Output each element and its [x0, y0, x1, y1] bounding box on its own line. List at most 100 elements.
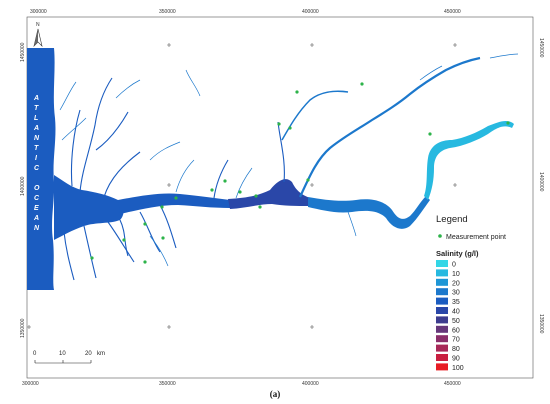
- measurement-point-icon: [438, 234, 442, 238]
- scale-bar: 0 10 20 km: [33, 351, 105, 364]
- svg-text:T: T: [34, 105, 39, 112]
- x-tick-label: 350000: [159, 9, 176, 15]
- scale-label: 0: [33, 351, 37, 357]
- x-tick-label: 350000: [159, 381, 176, 387]
- y-tick-label: 1350000: [538, 314, 544, 334]
- svg-text:A: A: [33, 215, 39, 222]
- fine-tributaries: [59, 53, 519, 267]
- salinity-swatch: [436, 297, 448, 305]
- svg-text:C: C: [34, 195, 40, 202]
- measurement-point: [143, 222, 147, 226]
- northern-tributary: [299, 56, 481, 198]
- river-channel-west: [118, 193, 230, 214]
- svg-text:N: N: [34, 135, 40, 142]
- measurement-point: [160, 205, 164, 209]
- svg-text:C: C: [34, 165, 40, 172]
- salinity-class-label: 70: [452, 337, 460, 344]
- salinity-class-label: 20: [452, 280, 460, 287]
- measurement-point: [428, 132, 432, 136]
- measurement-point: [360, 82, 364, 86]
- measurement-point: [258, 205, 262, 209]
- svg-text:T: T: [34, 145, 39, 152]
- atlantic-ocean: [27, 48, 56, 290]
- x-tick-label: 450000: [444, 381, 461, 387]
- x-tick-label: 400000: [302, 381, 319, 387]
- svg-text:N: N: [34, 225, 40, 232]
- svg-text:A: A: [33, 125, 39, 132]
- y-tick-label: 1450000: [20, 42, 26, 62]
- estuary-mouth: [54, 175, 124, 240]
- measurement-point: [161, 236, 165, 240]
- salinity-swatch: [436, 316, 448, 324]
- salinity-class-label: 40: [452, 309, 460, 316]
- measurement-point: [174, 196, 178, 200]
- salinity-swatch: [436, 325, 448, 333]
- measurement-point: [210, 188, 214, 192]
- measurement-point: [254, 194, 258, 198]
- north-label: N: [36, 22, 40, 28]
- measurement-point: [295, 90, 299, 94]
- salinity-swatch: [436, 354, 448, 361]
- y-tick-label: 1400000: [538, 172, 544, 192]
- measurement-point: [506, 121, 510, 125]
- scale-unit: km: [97, 351, 105, 357]
- y-tick-label: 1350000: [20, 318, 26, 338]
- salinity-swatch: [436, 269, 448, 277]
- ocean-label: A T L A N T I C O C E A N: [33, 95, 40, 232]
- salinity-class-label: 90: [452, 356, 460, 363]
- svg-text:I: I: [35, 155, 38, 162]
- salinity-class-label: 60: [452, 327, 460, 334]
- salinity-swatch: [436, 307, 448, 314]
- river-channel-east: [308, 196, 430, 229]
- figure-caption: (a): [269, 389, 281, 399]
- y-tick-labels-left: 1450000 1400000 1350000: [20, 42, 26, 338]
- salinity-swatch: [436, 278, 448, 286]
- salinity-swatch: [436, 344, 448, 352]
- salinity-swatch: [436, 335, 448, 343]
- measurement-point: [238, 190, 242, 194]
- y-tick-label: 1400000: [20, 176, 26, 196]
- salinity-class-label: 100: [452, 365, 464, 372]
- salinity-class-label: 0: [452, 262, 456, 269]
- svg-text:O: O: [34, 185, 40, 192]
- salinity-class-label: 35: [452, 299, 460, 306]
- legend-title: Legend: [436, 214, 468, 225]
- svg-text:E: E: [34, 205, 39, 212]
- measurement-point: [288, 126, 292, 130]
- salinity-class-label: 80: [452, 346, 460, 353]
- measurement-point: [223, 179, 227, 183]
- measurement-point: [122, 238, 126, 242]
- salinity-classes: 0 10 20 30 35 40 50 60 70 80 90 100: [436, 260, 464, 372]
- scale-label: 10: [59, 351, 66, 357]
- river-channel-middle: [228, 179, 310, 209]
- scale-label: 20: [85, 351, 92, 357]
- x-tick-label: 400000: [302, 9, 319, 15]
- x-tick-label: 450000: [444, 9, 461, 15]
- salinity-swatch: [436, 288, 448, 296]
- salinity-class-label: 50: [452, 318, 460, 325]
- x-tick-label: 300000: [22, 381, 39, 387]
- measurement-point: [143, 260, 147, 264]
- river-channel-upper: [424, 120, 514, 200]
- measurement-point: [90, 256, 94, 260]
- x-tick-labels-bottom: 300000 350000 400000 450000: [22, 381, 461, 387]
- svg-text:L: L: [34, 115, 38, 122]
- salinity-class-label: 30: [452, 290, 460, 297]
- measurement-points: [90, 82, 510, 264]
- legend: Legend Measurement point Salinity (g/l) …: [436, 214, 506, 372]
- svg-text:A: A: [33, 95, 39, 102]
- grid-crosses: [27, 43, 457, 329]
- salinity-swatch: [436, 260, 448, 267]
- measurement-point: [277, 122, 281, 126]
- north-arrow: N: [33, 22, 43, 47]
- salinity-title: Salinity (g/l): [436, 249, 479, 258]
- x-tick-label: 300000: [30, 9, 47, 15]
- salinity-class-label: 10: [452, 271, 460, 278]
- legend-point-label: Measurement point: [446, 234, 506, 241]
- y-tick-label: 1450000: [538, 38, 544, 58]
- measurement-point: [306, 178, 310, 182]
- x-tick-labels-top: 300000 350000 400000 450000: [30, 9, 461, 15]
- y-tick-labels-right: 1450000 1400000 1350000: [538, 38, 544, 334]
- salinity-swatch: [436, 363, 448, 371]
